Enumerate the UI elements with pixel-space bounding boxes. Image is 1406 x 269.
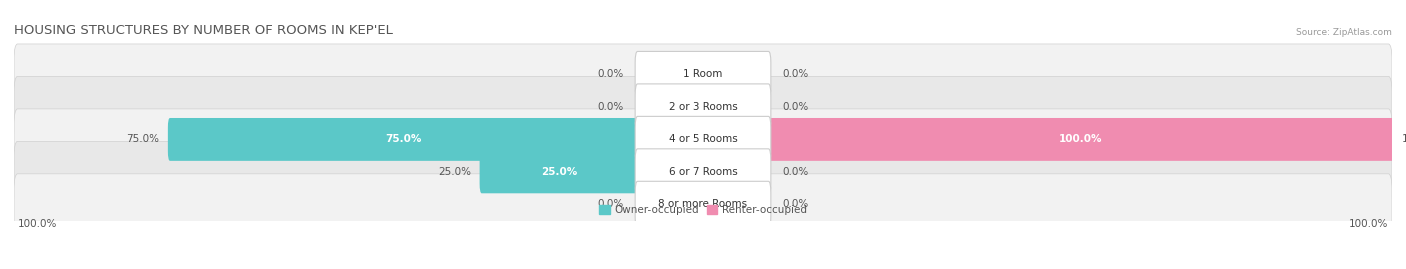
Text: 75.0%: 75.0% xyxy=(385,134,422,144)
FancyBboxPatch shape xyxy=(766,118,1393,161)
Text: 2 or 3 Rooms: 2 or 3 Rooms xyxy=(669,102,737,112)
FancyBboxPatch shape xyxy=(636,116,770,162)
FancyBboxPatch shape xyxy=(14,141,1392,202)
Text: 100.0%: 100.0% xyxy=(17,220,56,229)
FancyBboxPatch shape xyxy=(14,76,1392,137)
FancyBboxPatch shape xyxy=(636,84,770,130)
FancyBboxPatch shape xyxy=(14,44,1392,105)
FancyBboxPatch shape xyxy=(14,174,1392,235)
Text: 0.0%: 0.0% xyxy=(782,69,808,79)
Text: 100.0%: 100.0% xyxy=(1402,134,1406,144)
Text: 8 or more Rooms: 8 or more Rooms xyxy=(658,199,748,209)
FancyBboxPatch shape xyxy=(167,118,640,161)
Text: 0.0%: 0.0% xyxy=(782,167,808,177)
Text: 0.0%: 0.0% xyxy=(598,199,624,209)
Text: 0.0%: 0.0% xyxy=(782,102,808,112)
Text: 0.0%: 0.0% xyxy=(598,69,624,79)
Text: 1 Room: 1 Room xyxy=(683,69,723,79)
FancyBboxPatch shape xyxy=(479,150,640,193)
Legend: Owner-occupied, Renter-occupied: Owner-occupied, Renter-occupied xyxy=(595,201,811,219)
Text: 0.0%: 0.0% xyxy=(782,199,808,209)
Text: 100.0%: 100.0% xyxy=(1350,220,1389,229)
Text: 100.0%: 100.0% xyxy=(1059,134,1102,144)
Text: 25.0%: 25.0% xyxy=(439,167,471,177)
Text: 4 or 5 Rooms: 4 or 5 Rooms xyxy=(669,134,737,144)
Text: 0.0%: 0.0% xyxy=(598,102,624,112)
Text: HOUSING STRUCTURES BY NUMBER OF ROOMS IN KEP'EL: HOUSING STRUCTURES BY NUMBER OF ROOMS IN… xyxy=(14,24,392,37)
Text: 75.0%: 75.0% xyxy=(127,134,160,144)
FancyBboxPatch shape xyxy=(636,181,770,227)
FancyBboxPatch shape xyxy=(636,51,770,98)
Text: 6 or 7 Rooms: 6 or 7 Rooms xyxy=(669,167,737,177)
FancyBboxPatch shape xyxy=(14,109,1392,170)
Text: Source: ZipAtlas.com: Source: ZipAtlas.com xyxy=(1296,28,1392,37)
Text: 25.0%: 25.0% xyxy=(541,167,578,177)
FancyBboxPatch shape xyxy=(636,149,770,195)
